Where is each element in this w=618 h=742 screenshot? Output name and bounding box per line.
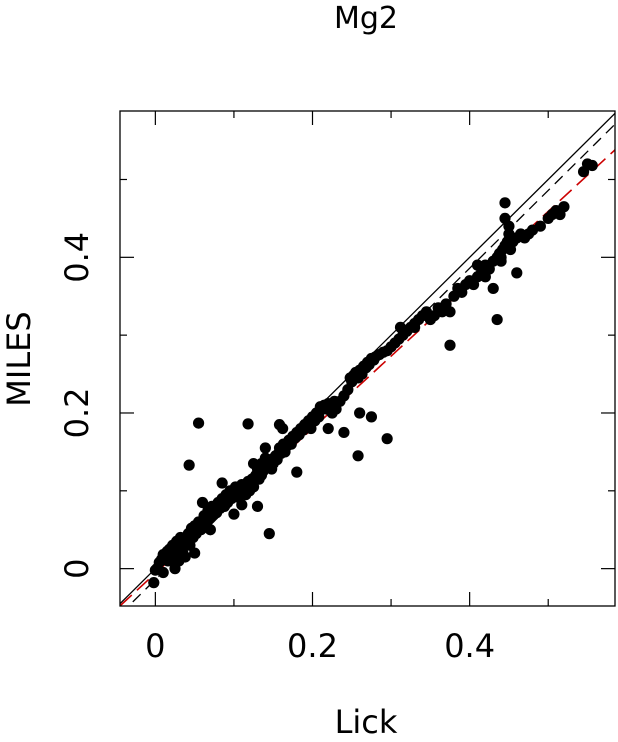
data-point bbox=[247, 481, 260, 493]
data-point bbox=[365, 411, 378, 423]
x-tick-label: 0 bbox=[145, 627, 165, 665]
data-point bbox=[586, 159, 598, 172]
data-point bbox=[247, 457, 260, 470]
data-point bbox=[189, 547, 201, 559]
data-point bbox=[495, 251, 507, 263]
data-point bbox=[255, 469, 268, 481]
data-point bbox=[381, 433, 393, 445]
data-points bbox=[148, 158, 598, 589]
plot-frame bbox=[119, 110, 616, 607]
data-point bbox=[192, 417, 205, 429]
data-point bbox=[242, 418, 254, 430]
data-point bbox=[558, 201, 570, 213]
data-point bbox=[263, 528, 275, 540]
data-point bbox=[511, 267, 523, 279]
data-point bbox=[322, 422, 334, 435]
y-tick-label: 0.2 bbox=[58, 388, 96, 439]
data-point bbox=[148, 577, 160, 589]
data-point bbox=[338, 426, 350, 439]
y-tick-label: 0 bbox=[58, 558, 96, 578]
data-point bbox=[259, 442, 271, 454]
x-tick-label: 0.4 bbox=[444, 627, 495, 665]
data-point bbox=[352, 450, 364, 462]
data-point bbox=[487, 282, 499, 295]
data-point bbox=[228, 508, 240, 520]
y-tick-label: 0.4 bbox=[58, 232, 96, 283]
data-point bbox=[471, 259, 484, 271]
data-point bbox=[216, 477, 228, 489]
data-point bbox=[204, 524, 216, 536]
data-point bbox=[444, 306, 456, 318]
data-point bbox=[236, 499, 248, 511]
data-point bbox=[183, 459, 195, 471]
data-point bbox=[179, 551, 191, 563]
data-point bbox=[534, 220, 546, 232]
data-point bbox=[157, 566, 169, 579]
data-point bbox=[196, 496, 209, 509]
x-tick-label: 0.2 bbox=[287, 627, 338, 665]
data-point bbox=[169, 563, 181, 575]
data-point bbox=[409, 321, 421, 333]
data-point bbox=[503, 220, 515, 232]
axis-ticks: 0 0.2 0.4 0 0.2 0.4 bbox=[58, 111, 615, 665]
data-point bbox=[354, 407, 366, 419]
chart-title: Mg2 bbox=[334, 1, 398, 36]
x-axis-label: Lick bbox=[335, 703, 398, 741]
data-point bbox=[277, 422, 289, 435]
data-point bbox=[499, 197, 511, 209]
data-point bbox=[491, 313, 503, 326]
y-axis-label: MILES bbox=[0, 311, 38, 406]
data-point bbox=[251, 500, 264, 512]
data-point bbox=[291, 466, 303, 478]
data-point bbox=[479, 271, 491, 283]
data-point bbox=[444, 339, 456, 351]
